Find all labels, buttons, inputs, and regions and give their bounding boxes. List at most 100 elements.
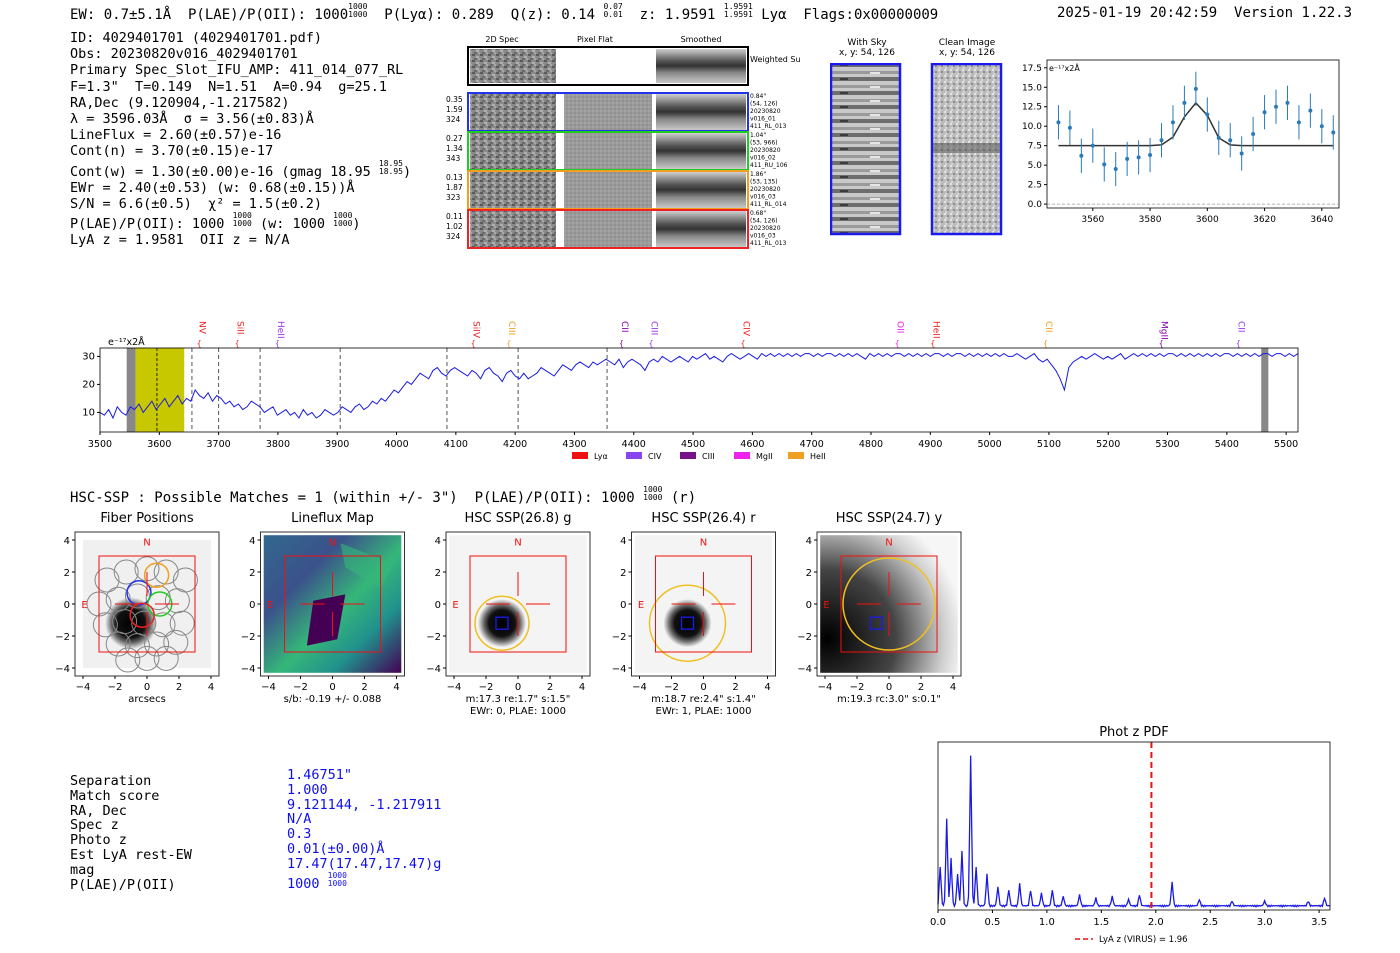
pdf-curve — [937, 755, 1331, 909]
x-tick-label: 3600 — [147, 439, 171, 450]
x-tick-label: 4900 — [918, 439, 942, 450]
x-tick-label: 4800 — [859, 439, 883, 450]
stamp-pixel-flat — [564, 172, 652, 208]
header-qz: Q(z): 0.14 — [510, 7, 596, 23]
emission-line-bracket: { — [1159, 339, 1164, 348]
panel-title: HSC SSP(26.4) r — [651, 511, 756, 526]
stamp-row-meta: 20230820 — [750, 225, 781, 232]
source-image — [478, 599, 526, 648]
data-point — [1319, 124, 1324, 129]
fiber-orange — [143, 562, 170, 588]
x-tick-label: 4 — [579, 682, 585, 693]
emission-line-label: CII — [1236, 321, 1246, 333]
x-tick-label: 2 — [732, 682, 738, 693]
y-tick-label: 0 — [64, 600, 70, 611]
data-point — [1308, 108, 1313, 113]
emission-line-bracket: { — [197, 339, 202, 348]
stamp-row-meta: 0.68" — [750, 210, 766, 217]
weighted-sum-label: Weighted Sum — [750, 55, 800, 64]
legend-swatch — [572, 452, 588, 459]
masked-region — [1261, 348, 1269, 432]
fiber-circle — [94, 567, 120, 593]
x-tick-label: 4100 — [444, 439, 468, 450]
source-image — [105, 597, 157, 650]
emission-line-label: SiII — [235, 321, 245, 335]
data-point — [1228, 138, 1233, 143]
x-tick-label: 3900 — [325, 439, 349, 450]
chart-title: Phot z PDF — [1099, 725, 1169, 740]
y-tick-label: 2 — [64, 568, 70, 579]
fiber-circle — [163, 629, 189, 655]
y-tick-label: 5.0 — [1028, 161, 1043, 171]
x-tick-label: 3.5 — [1311, 917, 1327, 928]
fiber-circle — [134, 645, 160, 671]
x-tick-label: −2 — [108, 682, 123, 693]
header-z-fraction: 1.9591 1.9591 — [723, 2, 753, 19]
x-tick-label: 5400 — [1215, 439, 1239, 450]
data-point — [1159, 138, 1164, 143]
stamp-row-meta: (53, 966) — [750, 140, 778, 147]
y-tick-label: 0 — [249, 600, 255, 611]
north-label: N — [700, 538, 707, 549]
y-tick-label: 0 — [620, 600, 626, 611]
panel-caption: m:18.7 re:2.4" s:1.4" — [651, 694, 756, 705]
match-labels: Separation Match score RA, Dec Spec z Photo … — [70, 774, 192, 892]
y-tick-label: 2 — [806, 568, 812, 579]
match-label: RA, Dec — [70, 802, 127, 819]
stamp-row-meta: 411_RL_013 — [750, 123, 787, 130]
legend-label: Lyα — [594, 452, 608, 461]
stamp-row-stat: 0.11 — [446, 212, 463, 221]
stamp-row-stat: 343 — [446, 154, 461, 163]
header-datetime: 2025-01-19 20:42:59 — [1057, 5, 1218, 21]
fiber-circle — [169, 610, 195, 636]
x-tick-label: 2 — [547, 682, 553, 693]
stamp-row-meta: 20230820 — [750, 108, 781, 115]
stamp-row-stat: 324 — [446, 232, 461, 241]
source-image — [663, 599, 712, 648]
info-sn: S/N = 6.6(±0.5) χ² = 1.5(±0.2) — [70, 196, 322, 213]
stamp-smoothed — [656, 133, 746, 169]
legend-label: LyA z (VIRUS) = 1.96 — [1099, 935, 1188, 945]
x-tick-label: 4 — [764, 682, 770, 693]
header-z-line: Lyα — [761, 7, 787, 23]
x-tick-label: 5000 — [978, 439, 1002, 450]
stamp-row-meta: 0.84" — [750, 93, 766, 100]
data-point — [1331, 130, 1336, 135]
y-tick-label: 20 — [82, 379, 95, 390]
stamp-2d-spec — [470, 172, 556, 208]
emission-line-bracket: { — [471, 339, 476, 348]
x-tick-label: 0 — [886, 682, 892, 693]
y-tick-label: −4 — [426, 664, 441, 675]
match-value: 0.01(±0.00)Å — [287, 840, 385, 857]
legend-swatch — [734, 452, 750, 459]
data-point — [1296, 120, 1301, 125]
y-tick-label: −2 — [612, 632, 627, 643]
match-label: Photo z — [70, 832, 127, 849]
header-plya: P(Lyα): 0.289 — [384, 7, 494, 23]
y-tick-label: 2 — [249, 568, 255, 579]
y-tick-label: −4 — [612, 664, 627, 675]
data-point — [1056, 120, 1061, 125]
emission-line-label: HeII — [930, 321, 940, 339]
stamp-col-title: Smoothed — [681, 35, 722, 44]
header-version: Version 1.22.3 — [1234, 5, 1353, 21]
north-label: N — [885, 538, 892, 549]
weighted-sum-smoothed — [656, 49, 746, 83]
y-tick-label: 0 — [806, 600, 812, 611]
stamp-row-stat: 323 — [446, 193, 461, 202]
stamp-row-stat: 1.59 — [446, 105, 463, 114]
y-tick-label: 7.5 — [1028, 142, 1042, 152]
y-tick-label: 2 — [620, 568, 626, 579]
east-label: E — [81, 600, 87, 611]
emission-line-label: CIV — [740, 321, 750, 337]
x-tick-label: 3560 — [1081, 215, 1104, 225]
fiber-primary-blue — [126, 580, 152, 606]
panel-caption: m:17.3 re:1.7" s:1.5" — [466, 694, 571, 705]
stamp-row-meta: v016_03 — [750, 233, 776, 240]
y-tick-label: 30 — [82, 351, 95, 362]
fiber-circle — [164, 588, 190, 614]
sky-stamps — [830, 63, 1003, 236]
legend-label: HeII — [810, 452, 826, 461]
y-tick-label: 4 — [806, 536, 812, 547]
stamp-row-stat: 0.27 — [446, 134, 463, 143]
